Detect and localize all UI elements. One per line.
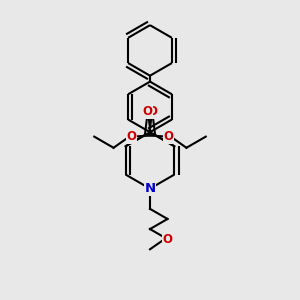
Text: O: O bbox=[126, 130, 136, 143]
Text: O: O bbox=[142, 106, 152, 118]
Text: O: O bbox=[163, 233, 172, 246]
Text: O: O bbox=[148, 106, 158, 118]
Text: O: O bbox=[164, 130, 174, 143]
Text: N: N bbox=[144, 182, 156, 195]
